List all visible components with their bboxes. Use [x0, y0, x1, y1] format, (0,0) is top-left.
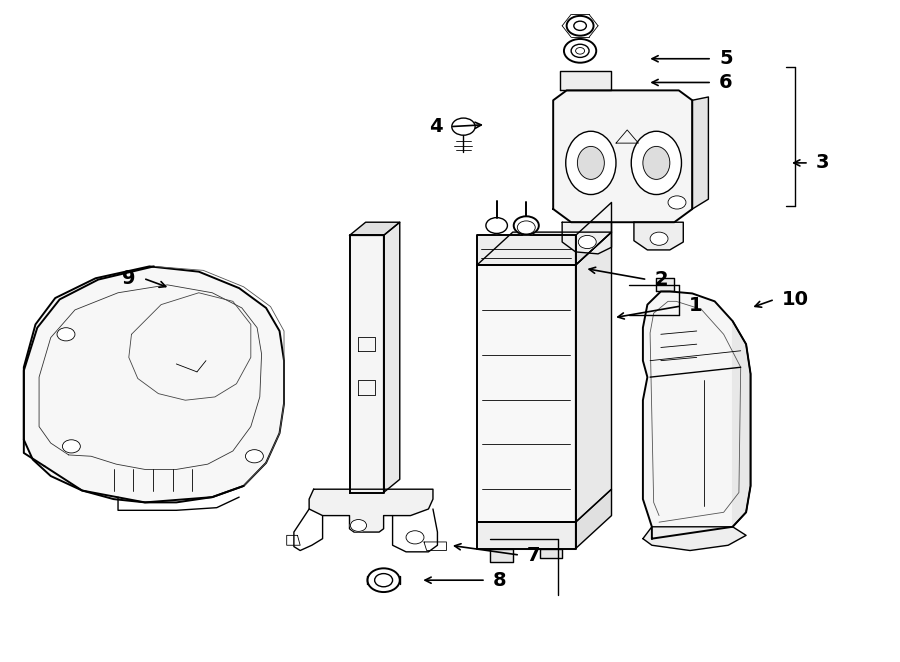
Text: 1: 1 — [688, 297, 702, 316]
Polygon shape — [634, 222, 683, 250]
Ellipse shape — [578, 146, 604, 179]
Polygon shape — [491, 549, 513, 562]
Ellipse shape — [566, 131, 616, 195]
Circle shape — [406, 531, 424, 544]
Polygon shape — [643, 291, 751, 539]
Text: 9: 9 — [122, 269, 136, 288]
Polygon shape — [309, 489, 433, 532]
Polygon shape — [477, 265, 576, 522]
Circle shape — [57, 328, 75, 341]
Circle shape — [350, 520, 366, 532]
Polygon shape — [349, 236, 383, 493]
Circle shape — [567, 16, 594, 36]
Text: 10: 10 — [782, 290, 809, 309]
Circle shape — [374, 573, 392, 587]
Polygon shape — [477, 236, 576, 265]
Circle shape — [518, 221, 536, 234]
Ellipse shape — [631, 131, 681, 195]
Circle shape — [62, 440, 80, 453]
Polygon shape — [540, 549, 562, 559]
Circle shape — [452, 118, 475, 135]
Polygon shape — [692, 97, 708, 209]
Polygon shape — [561, 71, 611, 91]
Text: 6: 6 — [719, 73, 733, 92]
Text: 4: 4 — [429, 117, 443, 136]
Polygon shape — [643, 527, 746, 551]
Text: 8: 8 — [493, 571, 507, 590]
Circle shape — [579, 236, 596, 249]
Polygon shape — [656, 278, 674, 291]
Polygon shape — [576, 203, 611, 265]
Polygon shape — [23, 266, 284, 502]
Polygon shape — [477, 522, 576, 549]
Circle shape — [668, 196, 686, 209]
Polygon shape — [733, 321, 751, 527]
Polygon shape — [576, 489, 611, 549]
Circle shape — [576, 48, 585, 54]
Polygon shape — [349, 222, 400, 236]
Text: 3: 3 — [816, 154, 830, 172]
Circle shape — [572, 44, 590, 58]
Polygon shape — [383, 222, 400, 493]
Polygon shape — [562, 222, 611, 254]
Circle shape — [650, 232, 668, 246]
Polygon shape — [576, 232, 611, 522]
Circle shape — [574, 21, 587, 30]
Polygon shape — [554, 91, 692, 222]
Circle shape — [367, 568, 400, 592]
Circle shape — [514, 216, 539, 235]
Circle shape — [486, 218, 508, 234]
Circle shape — [564, 39, 596, 63]
Text: 2: 2 — [654, 270, 668, 289]
Text: 7: 7 — [527, 545, 541, 565]
Text: 5: 5 — [719, 49, 733, 68]
Polygon shape — [477, 232, 611, 265]
Ellipse shape — [643, 146, 670, 179]
Circle shape — [246, 449, 264, 463]
